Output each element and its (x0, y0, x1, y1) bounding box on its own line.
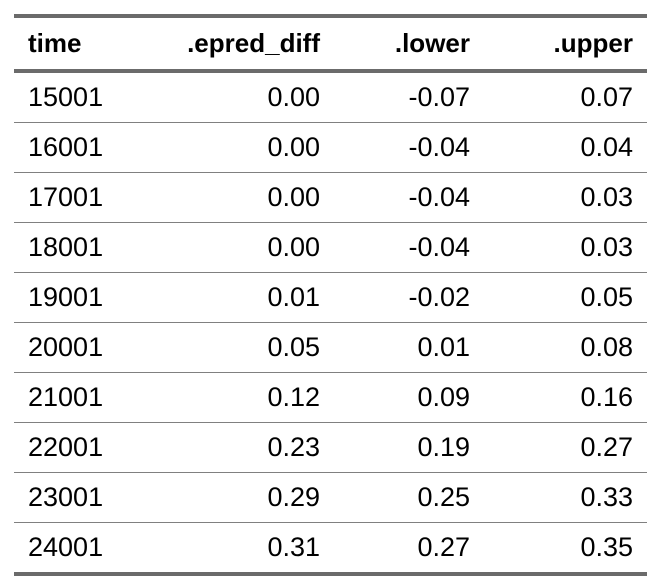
cell-time: 24001 (28, 532, 104, 562)
table-row: 19001 0.01 -0.02 0.05 (14, 272, 647, 323)
table-row: 22001 0.23 0.19 0.27 (14, 422, 647, 473)
table-body: 15001 0.00 -0.07 0.07 16001 0.00 -0.04 0… (14, 71, 647, 574)
cell-epred-diff: 0.00 (149, 71, 334, 123)
cell-upper: 0.04 (484, 122, 647, 173)
cell-lower: -0.02 (334, 272, 484, 323)
cell-time: 18001 (14, 222, 149, 273)
cell-lower: 0.19 (334, 422, 484, 473)
column-header-lower: .lower (334, 16, 484, 73)
cell-epred-diff: 0.31 (267, 532, 320, 562)
cell-time: 20001 (14, 322, 149, 373)
cell-epred-diff: 0.00 (149, 122, 334, 173)
cell-lower: -0.04 (334, 122, 484, 173)
cell-upper: 0.33 (484, 472, 647, 523)
cell-lower: 0.09 (334, 372, 484, 423)
cell-lower: 0.27 (417, 532, 470, 562)
cell-upper: 0.16 (484, 372, 647, 423)
table-row: 17001 0.00 -0.04 0.03 (14, 172, 647, 223)
cell-upper: 0.03 (484, 172, 647, 223)
column-header-epred-diff: .epred_diff (149, 16, 334, 73)
cell-lower: -0.04 (334, 222, 484, 273)
cell-epred-diff: 0.05 (149, 322, 334, 373)
cell-time: 15001 (14, 71, 149, 123)
cell-lower: -0.04 (334, 172, 484, 223)
cell-epred-diff: 0.23 (149, 422, 334, 473)
cell-upper: 0.05 (484, 272, 647, 323)
cell-upper: 0.03 (484, 222, 647, 273)
cell-time: 23001 (14, 472, 149, 523)
column-header-upper: .upper (484, 16, 647, 73)
table-row: 21001 0.12 0.09 0.16 (14, 372, 647, 423)
table-row: 15001 0.00 -0.07 0.07 (14, 71, 647, 123)
cell-epred-diff: 0.01 (149, 272, 334, 323)
cell-time: 22001 (14, 422, 149, 473)
column-header-time: time (14, 16, 149, 73)
table-row: 18001 0.00 -0.04 0.03 (14, 222, 647, 273)
cell-epred-diff: 0.00 (149, 222, 334, 273)
table-row: 20001 0.05 0.01 0.08 (14, 322, 647, 373)
cell-lower: 0.01 (334, 322, 484, 373)
results-table-container: time .epred_diff .lower .upper 15001 0.0… (14, 14, 647, 576)
cell-time: 17001 (14, 172, 149, 223)
cell-epred-diff: 0.12 (149, 372, 334, 423)
cell-time: 16001 (14, 122, 149, 173)
table-row: 16001 0.00 -0.04 0.04 (14, 122, 647, 173)
table-row: 23001 0.29 0.25 0.33 (14, 472, 647, 523)
cell-time: 21001 (14, 372, 149, 423)
table-row: 24001 0.31 0.27 0.35 (14, 523, 647, 575)
cell-lower: -0.07 (334, 71, 484, 123)
cell-epred-diff: 0.00 (149, 172, 334, 223)
cell-epred-diff: 0.29 (149, 472, 334, 523)
cell-time: 19001 (14, 272, 149, 323)
header-row: time .epred_diff .lower .upper (14, 16, 647, 73)
results-table: time .epred_diff .lower .upper 15001 0.0… (14, 14, 647, 576)
cell-upper: 0.35 (580, 532, 633, 562)
cell-upper: 0.08 (484, 322, 647, 373)
cell-upper: 0.07 (484, 71, 647, 123)
cell-lower: 0.25 (334, 472, 484, 523)
table-header: time .epred_diff .lower .upper (14, 16, 647, 73)
cell-upper: 0.27 (484, 422, 647, 473)
